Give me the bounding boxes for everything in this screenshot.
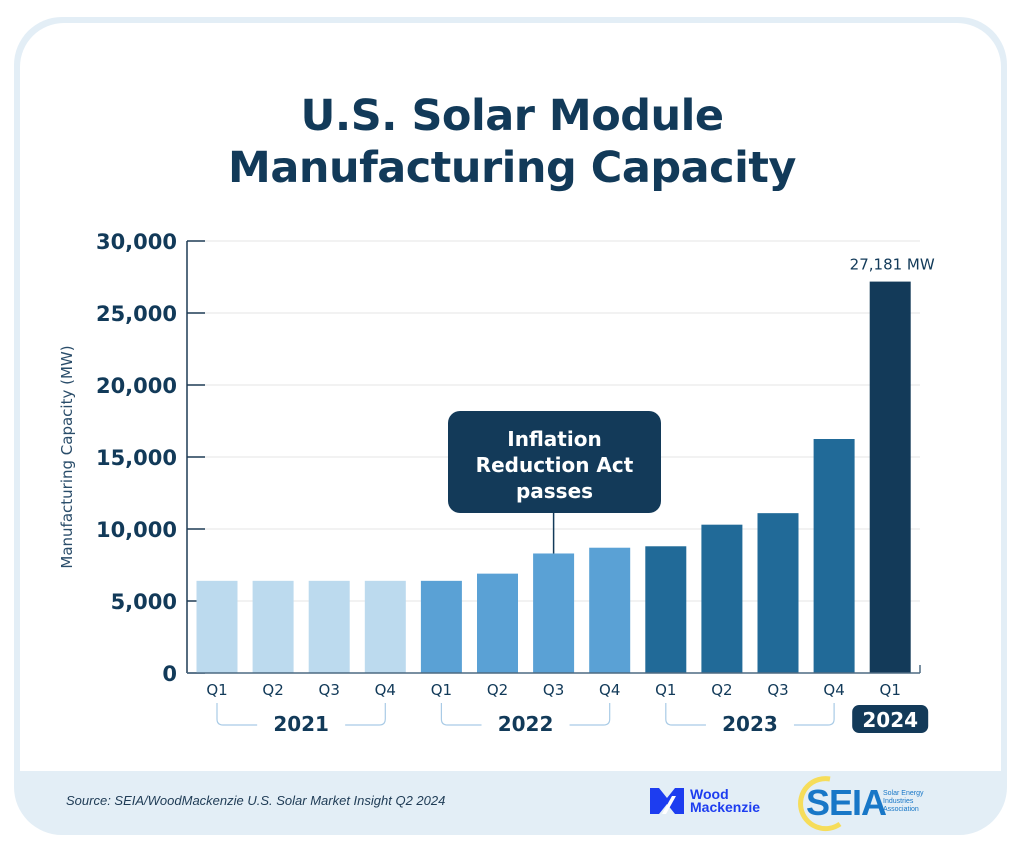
bar [308, 580, 350, 673]
bar [757, 513, 799, 673]
year-bracket-right [345, 703, 386, 726]
seia-acronym: SEIA [806, 782, 887, 823]
year-badge [852, 705, 929, 733]
year-bracket-left [216, 703, 258, 726]
annotation-text: Reduction Act [476, 453, 634, 477]
year-label: 2021 [273, 712, 329, 736]
seia-logo: SEIA Solar Energy Industries Association [790, 776, 940, 832]
wood-mackenzie-line-1: Wood [690, 786, 729, 802]
data-label: 27,181 MW [850, 256, 935, 274]
x-tick-label: Q2 [711, 681, 732, 699]
chart-title: U.S. Solar Module Manufacturing Capacity [0, 90, 1024, 194]
wood-mackenzie-line-2: Mackenzie [690, 799, 761, 815]
x-tick-label: Q3 [319, 681, 340, 699]
y-tick-label: 5,000 [111, 590, 177, 614]
seia-sun-icon [798, 776, 842, 832]
bar [196, 580, 238, 673]
chart-title-line-2: Manufacturing Capacity [228, 143, 796, 193]
x-tick-label: Q1 [431, 681, 452, 699]
x-tick-label: Q4 [375, 681, 396, 699]
year-bracket-left [665, 703, 706, 726]
x-tick-label: Q2 [487, 681, 508, 699]
y-tick-label: 20,000 [96, 374, 177, 398]
y-tick-label: 25,000 [96, 302, 177, 326]
wood-mackenzie-mark-icon [650, 788, 684, 814]
bar [701, 524, 743, 673]
annotation-text: Inflation [507, 427, 601, 451]
annotation-box [448, 411, 661, 513]
year-label: 2022 [498, 712, 554, 736]
bar [533, 553, 575, 673]
y-tick-label: 10,000 [96, 518, 177, 542]
bar [477, 573, 518, 673]
seia-line-2: Industries [883, 798, 914, 805]
x-tick-label: Q4 [599, 681, 620, 699]
y-tick-label: 15,000 [96, 446, 177, 470]
y-axis-label: Manufacturing Capacity (MW) [58, 345, 76, 568]
year-label: 2024 [862, 708, 918, 732]
x-tick-label: Q2 [262, 681, 283, 699]
y-tick-label: 0 [162, 662, 177, 686]
bar [420, 580, 462, 673]
x-tick-label: Q4 [823, 681, 844, 699]
y-tick-label: 30,000 [96, 230, 177, 254]
chart-title-line-1: U.S. Solar Module [300, 91, 724, 141]
x-tick-label: Q1 [206, 681, 227, 699]
seia-full-name: Solar Energy Industries Association [883, 790, 923, 814]
x-tick-label: Q3 [543, 681, 564, 699]
seia-line-1: Solar Energy [883, 790, 924, 797]
year-label: 2023 [722, 712, 778, 736]
year-bracket-left [440, 703, 482, 726]
bar [869, 281, 911, 673]
bar [364, 580, 406, 673]
year-bracket-right [569, 703, 611, 726]
year-bracket-right [793, 703, 835, 726]
wood-mackenzie-logo: Wood Mackenzie [650, 786, 761, 815]
bar [813, 439, 855, 673]
x-tick-label: Q1 [880, 681, 901, 699]
bar [645, 546, 687, 673]
infographic-card [14, 17, 1007, 835]
wood-mackenzie-wordmark: Wood Mackenzie [690, 786, 761, 815]
x-tick-label: Q1 [655, 681, 676, 699]
source-note: Source: SEIA/WoodMackenzie U.S. Solar Ma… [66, 793, 446, 808]
annotation-text: passes [516, 479, 593, 503]
bar [589, 547, 631, 673]
seia-line-3: Association [883, 806, 919, 813]
bar [252, 580, 294, 673]
x-tick-label: Q3 [767, 681, 788, 699]
